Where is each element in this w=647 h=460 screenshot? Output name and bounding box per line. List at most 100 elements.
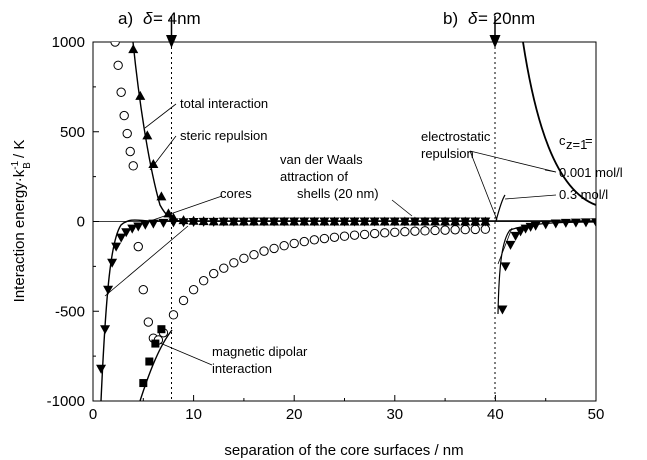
data-point-series-0 xyxy=(110,42,120,47)
curve-steric-b-0001 xyxy=(522,42,596,206)
data-point-series-2 xyxy=(259,217,270,227)
curve-steric-a xyxy=(132,42,181,222)
data-point-series-2 xyxy=(560,218,571,228)
data-point-series-0 xyxy=(259,246,269,256)
y-axis-label-group: Interaction energy·k-1B / K xyxy=(10,140,33,303)
annotation-conc-label: c xyxy=(559,133,566,148)
data-point-series-0 xyxy=(113,60,123,71)
data-point-series-2 xyxy=(399,217,410,227)
data-point-series-0 xyxy=(440,225,450,235)
annotation-steric-repulsion: steric repulsion xyxy=(180,128,267,143)
data-point-series-2 xyxy=(319,217,330,227)
annotation-vdw-2: attraction of xyxy=(280,169,348,184)
data-point-series-0 xyxy=(339,231,350,241)
data-point-series-2 xyxy=(329,217,340,227)
data-point-series-0 xyxy=(269,243,279,254)
data-point-series-2 xyxy=(269,217,280,227)
data-point-series-0 xyxy=(138,285,149,295)
panel-a-value: = 4nm xyxy=(153,9,201,28)
y-axis-label-sup: -1 xyxy=(10,160,21,169)
data-point-series-2 xyxy=(111,242,122,252)
leader-lines xyxy=(104,103,557,366)
panel-b-value: = 20nm xyxy=(478,9,535,28)
data-point-series-2 xyxy=(359,217,370,227)
panel-a-label: a) xyxy=(118,9,133,28)
data-point-series-0 xyxy=(319,233,330,244)
data-point-series-2 xyxy=(309,217,320,227)
y-tick-label: 500 xyxy=(60,124,85,141)
data-point-series-2 xyxy=(289,217,300,227)
data-point-series-0 xyxy=(239,253,249,263)
data-point-series-3 xyxy=(145,357,154,366)
data-point-series-0 xyxy=(380,228,390,238)
data-point-series-0 xyxy=(450,225,460,235)
data-point-series-2 xyxy=(140,220,151,230)
data-point-series-2 xyxy=(389,217,400,227)
data-point-series-0 xyxy=(168,310,179,320)
data-point-series-3 xyxy=(139,379,148,388)
data-point-series-0 xyxy=(359,229,370,240)
panel-b-label: b) xyxy=(443,9,458,28)
y-axis-label-sub: B xyxy=(22,162,33,169)
data-point-series-2 xyxy=(460,217,471,227)
data-point-series-0 xyxy=(219,263,229,273)
data-point-series-2 xyxy=(540,220,551,230)
x-axis-label: separation of the core surfaces / nm xyxy=(224,442,463,459)
data-point-series-2 xyxy=(480,217,491,227)
data-point-series-2 xyxy=(349,217,360,227)
data-point-series-0 xyxy=(420,226,430,236)
data-point-series-0 xyxy=(390,227,400,237)
data-point-series-2 xyxy=(419,217,430,227)
markers xyxy=(96,42,596,388)
data-point-series-2 xyxy=(409,217,420,227)
data-point-series-2 xyxy=(500,262,511,272)
data-point-series-0 xyxy=(460,224,470,235)
data-point-series-0 xyxy=(122,128,132,139)
x-tick-label: 40 xyxy=(487,406,504,423)
data-point-series-1 xyxy=(128,44,139,54)
data-point-series-0 xyxy=(116,87,126,97)
annotation-total-interaction: total interaction xyxy=(180,96,268,111)
data-point-series-0 xyxy=(198,276,209,286)
data-point-series-2 xyxy=(450,217,461,227)
data-point-series-2 xyxy=(116,233,127,243)
data-point-series-2 xyxy=(591,218,596,228)
annotation-conc-sub: z=1 xyxy=(566,137,587,152)
data-point-series-0 xyxy=(229,258,239,268)
data-point-series-0 xyxy=(119,110,129,121)
data-point-series-1 xyxy=(148,159,159,169)
data-point-series-2 xyxy=(515,227,526,237)
annotation-magnetic-2: interaction xyxy=(212,361,272,376)
annotation-vdw-1: van der Waals xyxy=(280,152,363,167)
data-point-series-0 xyxy=(133,241,143,252)
data-point-series-2 xyxy=(238,217,249,227)
data-point-series-3 xyxy=(157,325,166,334)
data-point-series-0 xyxy=(178,295,189,306)
panel-a-delta: δ xyxy=(143,9,153,28)
data-point-series-0 xyxy=(329,232,340,242)
annotation-conc-eq: = xyxy=(585,133,593,148)
data-point-series-2 xyxy=(148,219,159,229)
data-point-series-0 xyxy=(349,230,360,240)
data-point-series-3 xyxy=(151,339,160,348)
data-point-series-0 xyxy=(430,225,440,236)
data-point-series-2 xyxy=(208,217,219,227)
y-tick-label: -500 xyxy=(55,303,85,320)
data-point-series-2 xyxy=(107,258,118,268)
curve-magnetic xyxy=(139,329,173,401)
data-point-series-2 xyxy=(379,217,390,227)
y-axis-label-main: Interaction energy·k xyxy=(11,169,28,302)
data-point-series-2 xyxy=(550,219,561,229)
data-point-series-2 xyxy=(510,231,521,241)
x-tick-label: 0 xyxy=(89,406,97,423)
data-point-series-2 xyxy=(279,217,290,227)
data-point-series-0 xyxy=(309,235,320,245)
data-point-series-0 xyxy=(188,285,199,295)
curve-total-b xyxy=(497,221,596,315)
data-point-series-2 xyxy=(430,217,441,227)
annotation-cores: cores xyxy=(220,186,252,201)
panel-b-delta: δ xyxy=(468,9,478,28)
data-point-series-0 xyxy=(125,146,135,157)
data-point-series-2 xyxy=(505,240,516,250)
